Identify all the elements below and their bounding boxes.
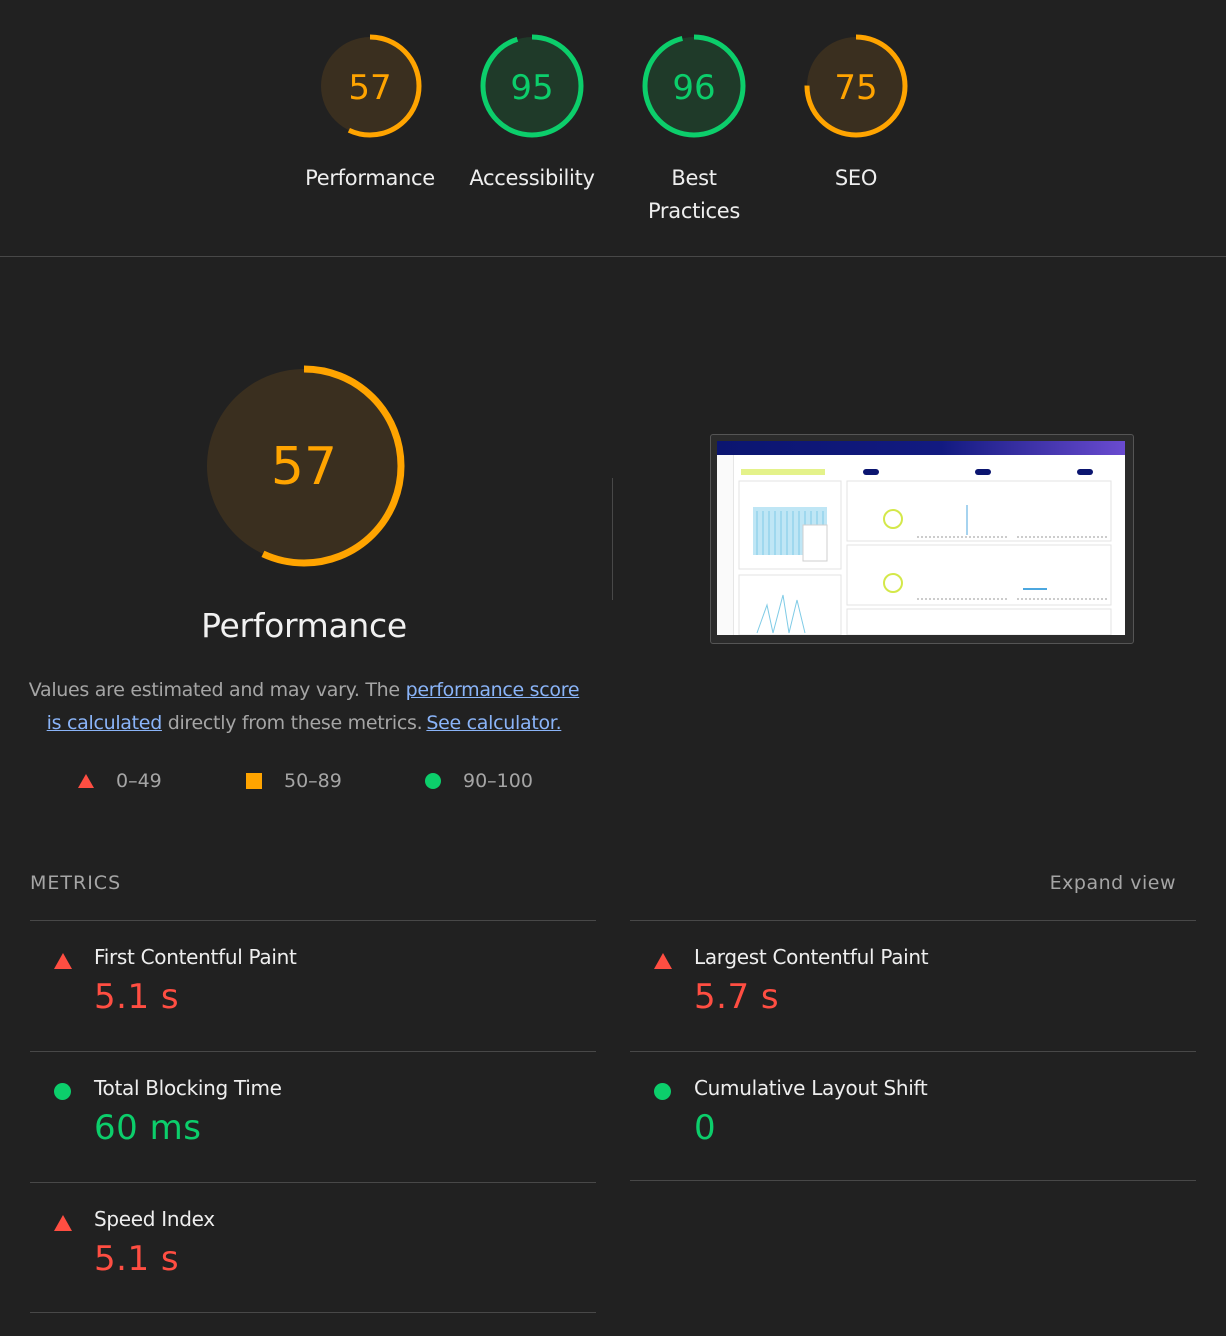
gauge-ring-icon: 57 xyxy=(318,34,422,138)
metric-value: 5.1 s xyxy=(94,1239,180,1279)
triangle-icon xyxy=(78,774,94,788)
metric-largest-contentful-paint: Largest Contentful Paint 5.7 s xyxy=(630,921,1196,1051)
metric-name: Largest Contentful Paint xyxy=(694,945,929,969)
metric-name: Cumulative Layout Shift xyxy=(694,1076,928,1100)
score-legend: 0–49 50–89 90–100 xyxy=(0,770,600,800)
circle-icon xyxy=(54,1083,71,1100)
metric-name: First Contentful Paint xyxy=(94,945,297,969)
divider xyxy=(630,920,1196,921)
gauge-score: 57 xyxy=(348,68,391,108)
triangle-icon xyxy=(654,953,672,969)
metric-value: 5.1 s xyxy=(94,977,180,1017)
divider xyxy=(30,1312,596,1313)
legend-item-average: 50–89 xyxy=(246,770,342,792)
gauge-ring-icon: 95 xyxy=(480,34,584,138)
performance-gauge-large: 57 xyxy=(202,364,406,572)
performance-score: 57 xyxy=(271,437,337,497)
gauge-seo[interactable]: 75 SEO xyxy=(786,30,926,195)
category-gauges: 57 Performance 95 Accessibility 96 Best … xyxy=(0,0,1226,256)
vertical-divider xyxy=(612,478,613,600)
legend-item-fail: 0–49 xyxy=(78,770,162,792)
gauge-label: Best Practices xyxy=(647,166,741,223)
metric-value: 5.7 s xyxy=(694,977,780,1017)
gauge-ring-icon: 96 xyxy=(642,34,746,138)
metric-value: 60 ms xyxy=(94,1108,202,1148)
triangle-icon xyxy=(54,1215,72,1231)
gauge-performance[interactable]: 57 Performance xyxy=(300,30,440,195)
legend-range: 50–89 xyxy=(284,770,342,792)
gauge-best-practices[interactable]: 96 Best Practices xyxy=(624,30,764,228)
metric-total-blocking-time: Total Blocking Time 60 ms xyxy=(30,1052,596,1182)
performance-title: Performance xyxy=(201,606,407,645)
divider xyxy=(30,1051,596,1052)
gauge-ring-icon: 75 xyxy=(804,34,908,138)
expand-view-button[interactable]: Expand view xyxy=(1049,872,1176,894)
divider xyxy=(30,920,596,921)
gauge-label: Performance xyxy=(305,166,435,190)
metric-value: 0 xyxy=(694,1108,717,1148)
gauge-label: SEO xyxy=(834,166,878,190)
gauge-score: 96 xyxy=(672,68,715,108)
gauge-accessibility[interactable]: 95 Accessibility xyxy=(462,30,602,195)
metrics-heading: METRICS xyxy=(30,872,122,894)
divider xyxy=(0,256,1226,257)
gauge-score: 95 xyxy=(510,68,553,108)
gauge-score: 75 xyxy=(834,68,877,108)
see-calculator-link[interactable]: See calculator. xyxy=(426,712,562,734)
divider xyxy=(630,1051,1196,1052)
performance-description: Values are estimated and may vary. The p… xyxy=(28,674,580,740)
description-text: Values are estimated and may vary. The xyxy=(28,679,406,701)
gauge-label: Accessibility xyxy=(469,166,595,190)
metric-speed-index: Speed Index 5.1 s xyxy=(30,1183,596,1313)
metric-first-contentful-paint: First Contentful Paint 5.1 s xyxy=(30,921,596,1051)
metric-name: Total Blocking Time xyxy=(94,1076,282,1100)
divider xyxy=(630,1180,1196,1181)
square-icon xyxy=(246,773,262,789)
description-text: directly from these metrics. xyxy=(161,712,423,734)
score-calculation-link[interactable]: performance score is calculated xyxy=(46,679,580,734)
circle-icon xyxy=(654,1083,671,1100)
metrics-header: METRICS Expand view xyxy=(30,872,1176,894)
legend-range: 90–100 xyxy=(463,770,533,792)
divider xyxy=(30,1182,596,1183)
legend-range: 0–49 xyxy=(116,770,162,792)
screenshot-image xyxy=(717,441,1125,635)
circle-icon xyxy=(425,773,441,789)
triangle-icon xyxy=(54,953,72,969)
legend-item-pass: 90–100 xyxy=(425,770,533,792)
final-screenshot[interactable] xyxy=(710,434,1134,644)
metric-name: Speed Index xyxy=(94,1207,215,1231)
metric-cumulative-layout-shift: Cumulative Layout Shift 0 xyxy=(630,1052,1196,1182)
gauge-ring-icon: 57 xyxy=(203,365,405,567)
dashboard-preview-image xyxy=(738,469,1112,635)
